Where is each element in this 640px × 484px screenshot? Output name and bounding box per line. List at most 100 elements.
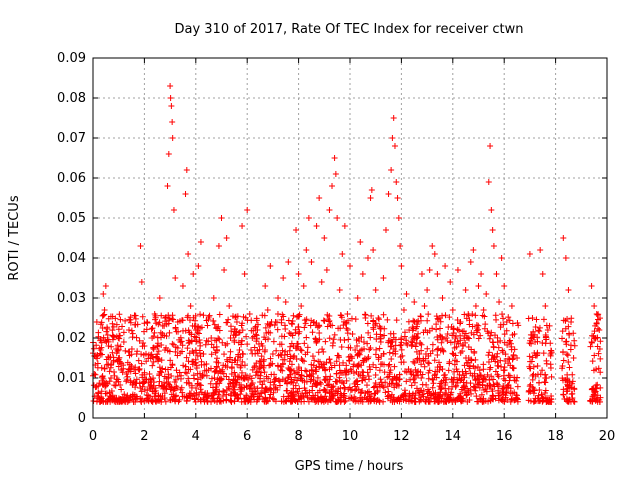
data-point	[240, 313, 247, 320]
data-point	[321, 318, 328, 325]
data-point	[560, 391, 567, 398]
data-point	[124, 373, 131, 380]
data-point	[362, 390, 369, 397]
data-point	[336, 354, 343, 361]
data-point	[141, 369, 148, 376]
data-point	[261, 369, 268, 376]
data-point	[196, 336, 203, 343]
data-point	[287, 343, 294, 350]
data-point	[116, 332, 123, 339]
data-point	[429, 347, 436, 354]
data-point	[271, 371, 278, 378]
data-point	[106, 378, 113, 385]
data-point	[259, 343, 266, 349]
x-axis-label: GPS time / hours	[295, 459, 404, 474]
data-point	[258, 353, 265, 360]
data-point	[344, 330, 351, 337]
data-point	[376, 397, 383, 404]
data-point	[399, 352, 406, 359]
data-point	[232, 332, 239, 339]
data-point	[234, 376, 241, 383]
data-point	[370, 361, 377, 368]
data-point	[109, 327, 116, 334]
data-point	[479, 378, 486, 385]
data-point	[367, 366, 374, 373]
data-point	[136, 367, 143, 373]
data-point	[597, 369, 604, 376]
data-point	[486, 366, 493, 373]
data-point	[214, 376, 221, 383]
data-point	[365, 329, 372, 336]
data-point	[332, 171, 339, 177]
data-point	[247, 382, 254, 389]
data-point	[375, 316, 382, 323]
data-point	[486, 382, 493, 389]
data-point	[540, 350, 547, 357]
data-point	[493, 380, 500, 387]
data-point	[349, 386, 356, 393]
data-point	[472, 312, 479, 319]
data-point	[104, 336, 111, 343]
data-point	[418, 387, 425, 394]
data-point	[174, 319, 181, 325]
data-point	[216, 388, 223, 395]
data-point	[596, 398, 603, 405]
data-point	[559, 335, 566, 342]
data-point	[126, 316, 133, 323]
data-point	[318, 279, 325, 285]
data-point	[93, 342, 100, 349]
data-point	[244, 341, 251, 348]
data-point	[189, 393, 196, 400]
data-point	[208, 375, 215, 382]
data-point	[388, 391, 395, 398]
data-point	[100, 382, 107, 389]
data-point	[364, 395, 371, 402]
data-point	[529, 376, 536, 383]
data-point	[117, 382, 124, 389]
data-point	[364, 320, 371, 327]
data-point	[548, 347, 555, 354]
data-point	[332, 387, 339, 394]
data-point	[377, 325, 384, 332]
data-point	[259, 396, 266, 403]
data-point	[539, 367, 546, 374]
data-point	[302, 320, 309, 327]
data-point	[453, 343, 460, 350]
data-point	[562, 325, 569, 332]
data-point	[257, 379, 264, 385]
data-point	[161, 347, 168, 353]
data-point	[339, 251, 346, 257]
data-point	[293, 377, 300, 384]
data-point	[211, 368, 218, 375]
data-point	[181, 393, 188, 400]
data-point	[274, 362, 281, 369]
data-point	[162, 314, 169, 321]
data-point	[139, 383, 146, 390]
data-point	[95, 390, 102, 397]
data-point	[501, 367, 508, 374]
data-point	[385, 191, 392, 197]
data-point	[301, 340, 308, 347]
data-point	[382, 379, 389, 386]
y-axis-label: ROTI / TECUs	[7, 195, 22, 280]
data-point	[231, 339, 238, 345]
data-point	[338, 344, 345, 351]
data-point	[267, 362, 274, 369]
data-point	[311, 319, 318, 325]
data-point	[158, 312, 165, 319]
data-point	[411, 398, 418, 405]
data-point	[395, 215, 402, 221]
data-point	[254, 347, 261, 354]
data-point	[341, 337, 348, 344]
data-point	[397, 342, 404, 349]
x-tick-label: 16	[496, 429, 513, 444]
data-point	[281, 333, 288, 340]
data-point	[93, 319, 100, 325]
data-point	[382, 227, 389, 233]
data-point	[489, 227, 496, 233]
data-point	[417, 368, 424, 375]
data-point	[343, 377, 350, 384]
data-point	[254, 321, 261, 328]
data-point	[385, 388, 392, 395]
data-point	[197, 239, 204, 245]
